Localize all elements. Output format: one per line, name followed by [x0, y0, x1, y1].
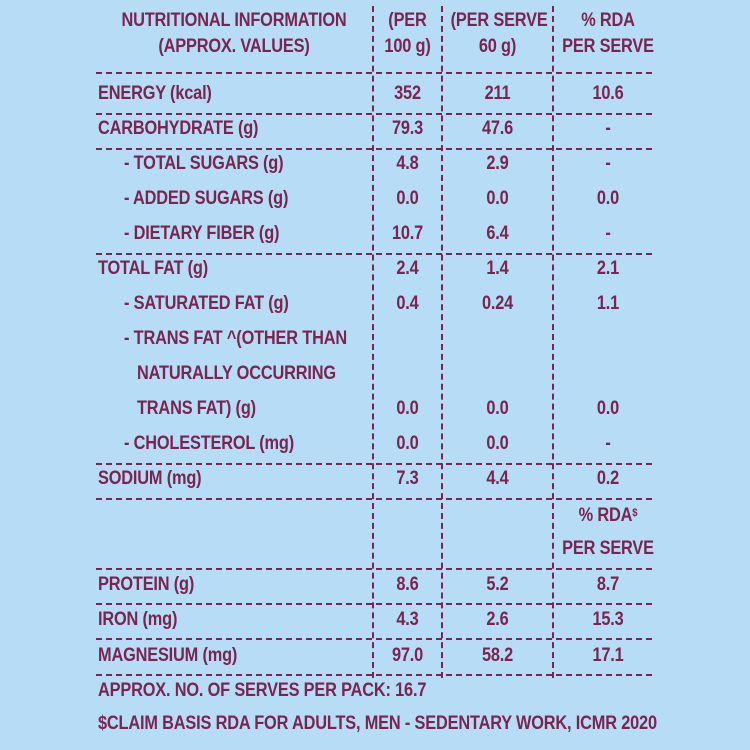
row-label-trans-fat-line1: - TRANS FAT ^(OTHER THAN — [124, 328, 347, 349]
row-perserve: 4.4 — [486, 468, 509, 489]
row-perserve: 1.4 — [486, 258, 509, 279]
row-perserve: 211 — [484, 83, 511, 104]
header-rda-line1: % RDA — [581, 10, 635, 31]
row-rda: 0.0 — [596, 188, 620, 209]
row-per100: 352 — [394, 83, 421, 104]
rda-header-2-line2: PER SERVE — [562, 538, 654, 559]
row-per100: 2.4 — [396, 258, 419, 279]
row-rda: - — [605, 223, 611, 244]
row-per100: 0.0 — [396, 188, 419, 209]
row-label-energy: ENERGY (kcal) — [98, 83, 212, 104]
row-perserve: 2.6 — [486, 609, 509, 630]
row-divider — [96, 72, 652, 74]
header-per100-line2: 100 g) — [384, 36, 431, 57]
column-divider-3 — [552, 6, 554, 678]
row-label-carbohydrate: CARBOHYDRATE (g) — [98, 118, 259, 139]
header-per100-line1: (PER — [388, 10, 427, 31]
row-perserve: 5.2 — [486, 574, 509, 595]
row-rda: - — [605, 118, 611, 139]
footer-serves-per-pack: APPROX. NO. OF SERVES PER PACK: 16.7 — [98, 680, 427, 701]
row-label-total-fat: TOTAL FAT (g) — [98, 258, 209, 279]
footer-claim-basis: $CLAIM BASIS RDA FOR ADULTS, MEN - SEDEN… — [98, 713, 657, 734]
row-label-total-sugars: - TOTAL SUGARS (g) — [124, 153, 284, 174]
row-rda: 10.6 — [592, 83, 624, 104]
row-per100: 0.0 — [396, 433, 419, 454]
row-label-sodium: SODIUM (mg) — [98, 468, 202, 489]
row-rda: 2.1 — [596, 258, 620, 279]
row-perserve: 0.0 — [486, 188, 509, 209]
row-rda: 1.1 — [596, 293, 620, 314]
header-perserve-line1: (PER SERVE — [450, 10, 548, 31]
row-label-dietary-fiber: - DIETARY FIBER (g) — [124, 223, 280, 244]
row-rda: 17.1 — [592, 645, 624, 666]
row-divider — [96, 603, 652, 605]
row-perserve: 47.6 — [481, 118, 514, 139]
row-perserve: 0.0 — [486, 433, 509, 454]
row-per100: 4.8 — [396, 153, 419, 174]
row-divider — [96, 113, 652, 115]
row-per100: 79.3 — [391, 118, 424, 139]
row-label-iron: IRON (mg) — [98, 609, 178, 630]
row-label-trans-fat-line2: NATURALLY OCCURRING — [137, 363, 336, 384]
row-perserve: 6.4 — [486, 223, 509, 244]
row-label-trans-fat-line3: TRANS FAT) (g) — [137, 398, 256, 419]
row-divider — [96, 638, 652, 640]
row-divider — [96, 498, 652, 500]
row-perserve: 0.0 — [486, 398, 509, 419]
column-divider-1 — [372, 6, 374, 678]
row-perserve: 58.2 — [481, 645, 514, 666]
row-divider — [96, 148, 652, 150]
row-divider — [96, 253, 652, 255]
row-divider — [96, 674, 652, 676]
row-per100: 10.7 — [391, 223, 424, 244]
row-label-added-sugars: - ADDED SUGARS (g) — [124, 188, 289, 209]
row-per100: 0.0 — [396, 398, 419, 419]
header-rda-line2: PER SERVE — [562, 36, 654, 57]
header-title-line2: (APPROX. VALUES) — [158, 36, 310, 57]
row-rda: - — [605, 153, 611, 174]
row-label-cholesterol: - CHOLESTEROL (mg) — [124, 433, 294, 454]
row-per100: 7.3 — [396, 468, 419, 489]
row-divider — [96, 463, 652, 465]
row-per100: 4.3 — [396, 609, 419, 630]
row-perserve: 2.9 — [486, 153, 509, 174]
row-label-magnesium: MAGNESIUM (mg) — [98, 645, 238, 666]
row-rda: 8.7 — [596, 574, 620, 595]
row-divider — [96, 568, 652, 570]
row-label-saturated-fat: - SATURATED FAT (g) — [124, 293, 289, 314]
row-per100: 0.4 — [396, 293, 419, 314]
row-rda: 0.0 — [596, 398, 620, 419]
row-per100: 97.0 — [391, 645, 424, 666]
row-rda: 15.3 — [592, 609, 624, 630]
column-divider-2 — [441, 6, 443, 678]
row-rda: - — [605, 433, 611, 454]
rda-header-2-line1: % RDA$ — [578, 505, 638, 526]
row-label-protein: PROTEIN (g) — [98, 574, 195, 595]
row-rda: 0.2 — [596, 468, 620, 489]
header-title-line1: NUTRITIONAL INFORMATION — [121, 10, 347, 31]
header-perserve-line2: 60 g) — [478, 36, 517, 57]
row-per100: 8.6 — [396, 574, 419, 595]
row-perserve: 0.24 — [481, 293, 514, 314]
